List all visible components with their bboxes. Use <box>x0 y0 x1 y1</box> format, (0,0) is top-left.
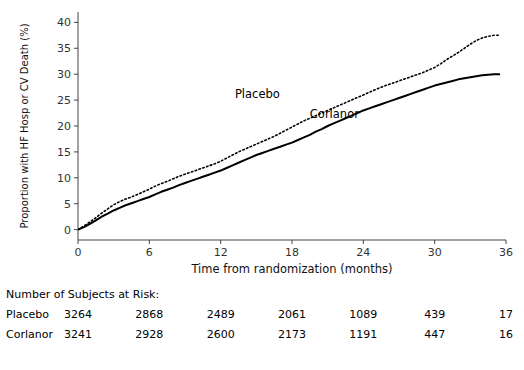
x-tick <box>149 240 150 244</box>
risk-row-label: Corlanor <box>6 328 53 341</box>
risk-value: 16 <box>499 328 513 341</box>
x-tick-label: 18 <box>285 246 299 259</box>
x-tick-label: 0 <box>75 246 82 259</box>
y-tick-label: 35 <box>57 42 71 55</box>
y-tick <box>74 151 78 152</box>
plot-area <box>78 35 500 229</box>
series-line <box>78 35 500 229</box>
x-tick-label: 6 <box>146 246 153 259</box>
y-tick <box>74 203 78 204</box>
risk-value: 17 <box>499 308 513 321</box>
risk-value: 2600 <box>207 328 235 341</box>
y-tick-label: 0 <box>64 224 71 237</box>
x-tick <box>78 240 79 244</box>
y-tick-label: 5 <box>64 198 71 211</box>
y-tick-label: 15 <box>57 146 71 159</box>
x-tick-label: 36 <box>499 246 513 259</box>
chart: 0 5 10 15 20 25 30 35 40 0 6 12 18 24 30 36 Time from ra… <box>0 0 524 370</box>
y-tick-label: 25 <box>57 94 71 107</box>
y-tick <box>74 74 78 75</box>
x-tick-label: 12 <box>214 246 228 259</box>
y-tick-label: 10 <box>57 172 71 185</box>
y-tick <box>74 22 78 23</box>
y-axis-label: Proportion with HF Hosp or CV Death (%) <box>19 23 30 228</box>
risk-value: 447 <box>424 328 445 341</box>
curve-label: Corlanor <box>310 107 359 121</box>
x-tick-label: 30 <box>428 246 442 259</box>
risk-value: 1089 <box>349 308 377 321</box>
risk-value: 3241 <box>64 328 92 341</box>
risk-value: 2173 <box>278 328 306 341</box>
y-tick-label: 40 <box>57 16 71 29</box>
x-tick <box>434 240 435 244</box>
x-tick <box>220 240 221 244</box>
x-tick <box>292 240 293 244</box>
x-tick <box>506 240 507 244</box>
series-line <box>78 74 500 229</box>
risk-value: 2061 <box>278 308 306 321</box>
risk-table-title: Number of Subjects at Risk: <box>6 288 159 301</box>
x-tick-label: 24 <box>356 246 370 259</box>
y-tick <box>74 229 78 230</box>
risk-value: 3264 <box>64 308 92 321</box>
y-tick-label: 20 <box>57 120 71 133</box>
y-tick <box>74 177 78 178</box>
y-tick-label: 30 <box>57 68 71 81</box>
risk-row-label: Placebo <box>6 308 49 321</box>
risk-value: 2489 <box>207 308 235 321</box>
risk-value: 2868 <box>135 308 163 321</box>
y-tick <box>74 126 78 127</box>
risk-value: 1191 <box>349 328 377 341</box>
x-axis-label: Time from randomization (months) <box>190 262 392 276</box>
y-tick <box>74 100 78 101</box>
risk-value: 439 <box>424 308 445 321</box>
x-tick <box>363 240 364 244</box>
curve-label: Placebo <box>235 87 280 101</box>
risk-value: 2928 <box>135 328 163 341</box>
y-tick <box>74 48 78 49</box>
